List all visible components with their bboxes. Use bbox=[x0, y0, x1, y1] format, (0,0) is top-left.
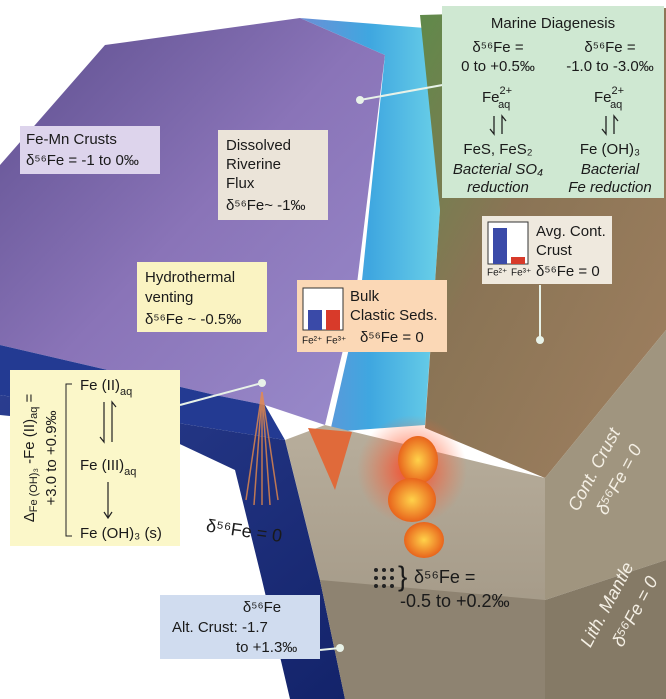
part: = bbox=[21, 393, 38, 406]
label: Hydrothermal bbox=[145, 269, 235, 286]
vent-plume bbox=[245, 391, 279, 506]
magma-blob bbox=[398, 436, 438, 484]
magma-delta: δ⁵⁶Fe = bbox=[414, 567, 475, 587]
box-title: Marine Diagenesis bbox=[491, 15, 615, 32]
label: δ⁵⁶Fe = 0 bbox=[360, 329, 424, 346]
block-front-mantle bbox=[320, 580, 545, 699]
alt-crust-box bbox=[160, 595, 320, 659]
hydrothermal-box bbox=[137, 262, 267, 332]
species-phase: aq bbox=[610, 99, 622, 111]
icon-bar-fe2 bbox=[308, 310, 322, 330]
magma-blob bbox=[404, 522, 444, 558]
species-charge: 2+ bbox=[612, 85, 625, 97]
sediment-wedge bbox=[308, 428, 352, 490]
slab bbox=[0, 395, 345, 699]
label: Riverine bbox=[226, 156, 281, 173]
part: Fe (OH)₃ bbox=[28, 468, 40, 512]
label: δ⁵⁶Fe~ -1‰ bbox=[226, 197, 306, 214]
species-charge: 2+ bbox=[500, 85, 513, 97]
part: -Fe (II) bbox=[21, 419, 38, 468]
process: reduction bbox=[467, 179, 529, 196]
delta-label: δ⁵⁶Fe = bbox=[472, 39, 523, 56]
step-phase: aq bbox=[120, 386, 132, 398]
icon-label: Fe²⁺ bbox=[302, 336, 322, 347]
riverine-box bbox=[218, 130, 328, 220]
icon-label: Fe²⁺ bbox=[487, 268, 507, 279]
process: Bacterial bbox=[581, 161, 640, 178]
step-bracket bbox=[65, 383, 72, 537]
label: Fe-Mn Crusts bbox=[26, 131, 117, 148]
label: Flux bbox=[226, 175, 255, 192]
fractionation-box bbox=[10, 370, 180, 546]
brace: } bbox=[398, 560, 407, 591]
species: Fe2+ aq bbox=[594, 85, 624, 111]
icon-bar-fe3 bbox=[511, 257, 525, 264]
label: Avg. Cont. bbox=[536, 223, 606, 240]
magma-range: -0.5 to +0.2‰ bbox=[400, 591, 510, 611]
magma-blob bbox=[388, 478, 436, 522]
species-base: Fe bbox=[594, 89, 612, 106]
step-phase: aq bbox=[124, 466, 136, 478]
block-side-mantle bbox=[545, 560, 666, 699]
icon-label: Fe³⁺ bbox=[511, 268, 531, 279]
step: Fe (OH)₃ (s) bbox=[80, 525, 162, 542]
part: Δ bbox=[21, 512, 38, 522]
equilibrium-arrows bbox=[489, 114, 619, 136]
process: Bacterial SO₄ bbox=[453, 161, 543, 178]
label: Clastic Seds. bbox=[350, 307, 438, 324]
label: Alt. Crust: -1.7 bbox=[172, 619, 268, 636]
delta-range: 0 to +0.5‰ bbox=[461, 58, 535, 75]
step-arrows bbox=[99, 400, 117, 520]
step: Fe (II)aq bbox=[80, 377, 132, 398]
fe-mn-box bbox=[20, 126, 160, 174]
fractionation-range: +3.0 to +0.9‰ bbox=[43, 410, 60, 505]
part: aq bbox=[28, 407, 40, 419]
label: δ⁵⁶Fe = -1 to 0‰ bbox=[26, 152, 139, 169]
product: Fe (OH)₃ bbox=[580, 141, 640, 158]
species-base: Fe bbox=[482, 89, 500, 106]
delta-label: δ⁵⁶Fe = bbox=[584, 39, 635, 56]
label: Crust bbox=[536, 242, 573, 259]
label: Bulk bbox=[350, 288, 380, 305]
species: Fe2+ aq bbox=[482, 85, 512, 111]
icon-label: Fe³⁺ bbox=[326, 336, 346, 347]
ocean-floor bbox=[0, 18, 385, 425]
process: Fe reduction bbox=[568, 179, 651, 196]
label: δ⁵⁶Fe bbox=[243, 599, 281, 616]
fractionation-delta: ΔFe (OH)₃ -Fe (II)aq = bbox=[21, 393, 40, 522]
label: Dissolved bbox=[226, 137, 291, 154]
label: venting bbox=[145, 289, 193, 306]
step: Fe (III)aq bbox=[80, 457, 136, 478]
species-phase: aq bbox=[498, 99, 510, 111]
label: to +1.3‰ bbox=[236, 639, 297, 656]
delta-range: -1.0 to -3.0‰ bbox=[566, 58, 654, 75]
block-side bbox=[545, 330, 666, 600]
label: δ⁵⁶Fe ~ -0.5‰ bbox=[145, 311, 241, 328]
icon-bar-fe2 bbox=[493, 228, 507, 264]
icon-bar-fe3 bbox=[326, 310, 340, 330]
connector-dots bbox=[258, 96, 544, 652]
marine-box bbox=[442, 6, 664, 198]
product: FeS, FeS₂ bbox=[463, 141, 532, 158]
step-base: Fe (III) bbox=[80, 457, 124, 474]
magma-dots bbox=[374, 568, 394, 588]
step-base: Fe (II) bbox=[80, 377, 120, 394]
label: δ⁵⁶Fe = 0 bbox=[536, 263, 600, 280]
